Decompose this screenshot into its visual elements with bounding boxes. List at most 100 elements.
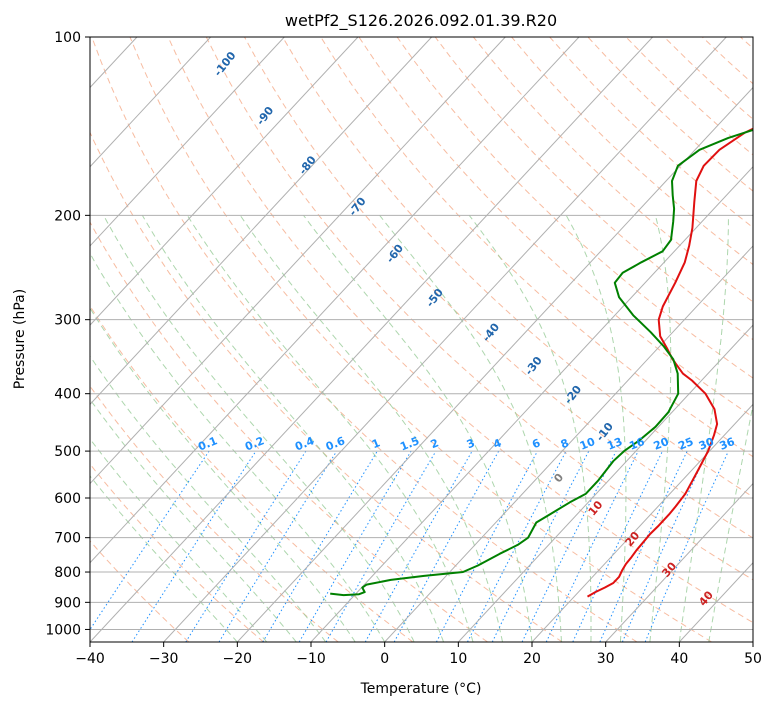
isotherm (163, 37, 727, 642)
x-tick-label: 50 (744, 651, 762, 667)
moist-adiabat (90, 398, 297, 642)
moist-adiabat (90, 475, 238, 642)
isotherm (236, 86, 753, 642)
moist-adiabat (186, 215, 474, 642)
dry-adiabat-label: -90 (254, 104, 277, 128)
y-tick-label: 700 (54, 531, 81, 547)
moist-adiabat (90, 355, 327, 642)
dry-adiabat (701, 37, 753, 85)
dewpoint-trace (330, 128, 753, 597)
isotherm (90, 37, 580, 564)
y-tick-label: 500 (54, 444, 81, 460)
moist-adiabat (303, 215, 533, 642)
mixing-ratio-label: 6 (530, 436, 542, 451)
moist-adiabat (90, 438, 268, 642)
mixing-ratio-line (262, 450, 378, 642)
dry-adiabat (663, 37, 753, 120)
moist-adiabat (708, 402, 753, 642)
dry-adiabat-label: -50 (423, 286, 446, 310)
moist-adiabat (678, 215, 729, 642)
mixing-ratio-label: 1 (370, 436, 382, 451)
mixing-ratio-label: 30 (697, 435, 716, 453)
dry-adiabat-label: -40 (480, 320, 503, 344)
isotherm (678, 562, 753, 642)
moist-adiabat-label: 30 (659, 559, 679, 579)
dry-adiabat (90, 385, 339, 642)
x-tick-label: 40 (670, 651, 688, 667)
dry-adiabat-label: -100 (211, 49, 238, 79)
mixing-ratio-label: 4 (491, 436, 503, 451)
moist-adiabat (90, 307, 356, 642)
isotherm (90, 37, 506, 485)
isotherm (310, 165, 753, 642)
mixing-ratio-label: 13 (605, 435, 624, 453)
moist-adiabat (379, 214, 562, 642)
isotherm (90, 37, 212, 168)
x-tick-label: 10 (449, 651, 467, 667)
mixing-ratio-line (599, 450, 688, 642)
dry-adiabat (244, 37, 753, 539)
mixing-ratio-line (218, 450, 338, 642)
isotherm (531, 403, 753, 642)
x-tick-label: 30 (597, 651, 615, 667)
isotherm (457, 324, 753, 642)
isotherm (752, 641, 753, 642)
x-tick-label: −30 (149, 651, 179, 667)
y-tick-label: 400 (54, 387, 81, 403)
mixing-ratio-label: 10 (578, 435, 597, 453)
isotherm (90, 37, 359, 326)
dry-adiabat (167, 37, 753, 624)
moist-adiabat (141, 215, 445, 642)
mixing-ratio-line (131, 450, 257, 642)
mixing-ratio-label: 36 (718, 435, 737, 453)
isotherm (90, 37, 654, 642)
mixing-ratio-line (435, 450, 538, 642)
dry-adiabat (91, 37, 638, 642)
y-tick-label: 1000 (45, 622, 81, 638)
y-tick-label: 600 (54, 491, 81, 507)
mixing-ratio-line (491, 450, 590, 642)
dry-adiabat-label: -60 (384, 241, 407, 265)
chart-title: wetPf2_S126.2026.092.01.39.R20 (285, 11, 557, 31)
y-tick-label: 900 (54, 595, 81, 611)
mixing-ratio-line (90, 450, 210, 631)
dry-adiabat (473, 37, 753, 303)
x-tick-label: 20 (523, 651, 541, 667)
temperature-trace (587, 127, 753, 598)
y-axis-title: Pressure (hPa) (12, 289, 28, 389)
x-tick-label: −40 (75, 651, 105, 667)
mixing-ratio-line (364, 450, 473, 642)
dry-adiabat (511, 37, 753, 266)
isotherm (605, 482, 753, 642)
y-tick-label: 300 (54, 313, 81, 329)
y-tick-label: 100 (54, 30, 81, 46)
mixing-ratio-label: 3 (465, 436, 477, 451)
moist-adiabat (565, 215, 627, 642)
mixing-ratio-label: 2 (429, 436, 441, 451)
dry-adiabat (90, 463, 264, 642)
dry-adiabat-label: -80 (296, 153, 319, 177)
moist-adiabat-label: 0 (551, 471, 566, 485)
dry-adiabat-label: -20 (562, 383, 585, 407)
moist-adiabat (90, 252, 386, 642)
dry-adiabat (90, 131, 563, 642)
dry-adiabat (396, 37, 753, 379)
dry-adiabat (90, 221, 488, 642)
mixing-ratio-line (393, 450, 500, 642)
dry-adiabat (90, 305, 414, 642)
plot-frame (89, 36, 754, 643)
x-axis-title: Temperature (°C) (360, 681, 482, 697)
mixing-ratio-label: 16 (627, 435, 646, 453)
dry-adiabat (129, 37, 712, 642)
mixing-ratio-label: 8 (559, 436, 571, 451)
mixing-ratio-label: 20 (652, 435, 671, 453)
moist-adiabat (239, 215, 503, 642)
isotherm (384, 245, 753, 642)
y-tick-label: 200 (54, 208, 81, 224)
x-tick-label: −10 (296, 651, 326, 667)
y-tick-label: 800 (54, 565, 81, 581)
mixing-ratio-line (185, 450, 307, 642)
dry-adiabat (205, 37, 753, 581)
dry-adiabat (282, 37, 753, 498)
